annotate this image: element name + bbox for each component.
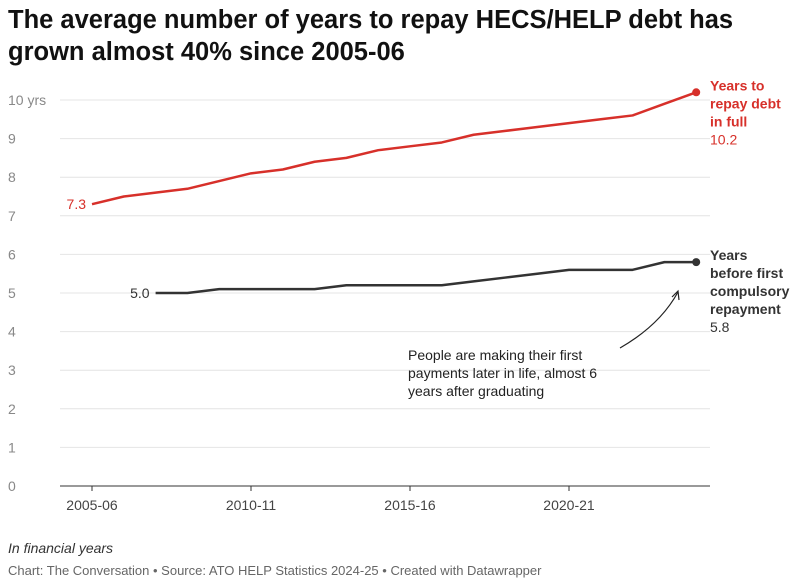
y-tick-label: 8 (8, 169, 16, 185)
series-name-label: before first (710, 265, 783, 281)
end-value-label: 5.8 (710, 319, 730, 335)
y-tick-label: 4 (8, 324, 16, 340)
y-tick-label: 6 (8, 246, 16, 262)
x-tick-label: 2010-11 (226, 497, 277, 513)
x-tick-label: 2015-16 (384, 497, 436, 513)
series-name-label: in full (710, 113, 747, 129)
data-point (692, 258, 701, 267)
annotation-arrow (619, 291, 679, 349)
series-line-0 (91, 91, 697, 206)
data-point (692, 88, 701, 97)
y-tick-label: 1 (8, 439, 16, 455)
unit-note: In financial years (8, 540, 114, 556)
series-name-label: repayment (710, 301, 781, 317)
series-name-label: Years to (710, 77, 764, 93)
end-value-label: 10.2 (710, 131, 737, 147)
annotation-text: years after graduating (408, 383, 544, 399)
y-tick-label: 0 (8, 478, 16, 494)
y-tick-label: 3 (8, 362, 16, 378)
y-tick-label: 10 yrs (8, 92, 46, 108)
y-tick-label: 5 (8, 285, 16, 301)
arrowhead-icon (671, 289, 680, 301)
start-label: 5.0 (130, 285, 150, 301)
annotation-text: payments later in life, almost 6 (408, 365, 597, 381)
y-tick-label: 9 (8, 131, 16, 147)
annotation-text: People are making their first (408, 347, 582, 363)
chart-title: The average number of years to repay HEC… (8, 6, 734, 66)
series-line-1 (155, 260, 697, 295)
y-tick-label: 7 (8, 208, 16, 224)
y-tick-label: 2 (8, 401, 16, 417)
source-note: Chart: The Conversation • Source: ATO HE… (8, 563, 542, 578)
x-tick-label: 2005-06 (66, 497, 118, 513)
x-tick-label: 2020-21 (543, 497, 595, 513)
series-name-label: repay debt (710, 95, 781, 111)
series-name-label: Years (710, 247, 748, 263)
start-label: 7.3 (67, 196, 87, 212)
series-name-label: compulsory (710, 283, 790, 299)
